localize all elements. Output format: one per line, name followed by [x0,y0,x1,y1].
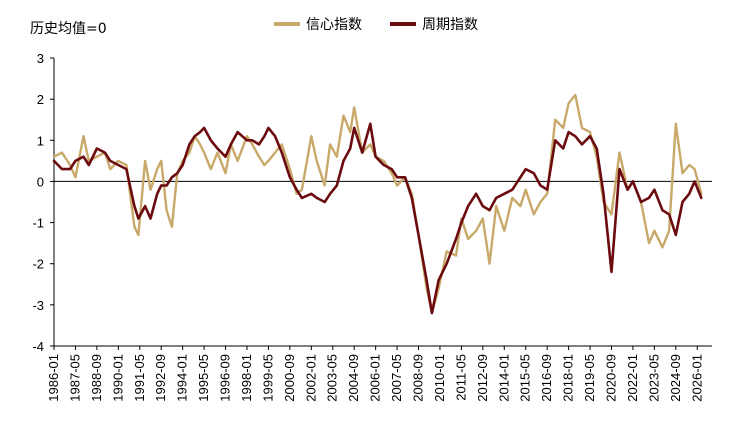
x-tick-label: 2010-01 [432,354,447,402]
x-tick-label: 2026-01 [689,354,704,402]
x-tick-label: 2024-09 [668,354,683,402]
x-tick-label: 1987-05 [67,354,82,402]
x-tick-label: 2007-05 [389,354,404,402]
y-tick-label: 0 [37,174,44,189]
x-tick-label: 1995-05 [196,354,211,402]
y-tick-label: 2 [37,92,44,107]
x-tick-label: 2022-01 [625,354,640,402]
x-tick-label: 2002-01 [303,354,318,402]
x-tick-label: 2023-05 [646,354,661,402]
y-tick-label: -4 [32,339,44,354]
x-tick-label: 1990-01 [110,354,125,402]
series-line-cycle [52,122,703,315]
x-tick-label: 2004-09 [346,354,361,402]
x-tick-label: 1986-01 [46,354,61,402]
x-tick-label: 1998-01 [239,354,254,402]
legend-swatch-confidence [274,22,300,26]
x-tick-label: 2018-01 [561,354,576,402]
x-tick-label: 1991-05 [132,354,147,402]
chart-annotation: 历史均值=0 [30,21,107,37]
x-tick-label: 1996-09 [218,354,233,402]
x-tick-label: 1999-05 [260,354,275,402]
x-tick-label: 2016-09 [539,354,554,402]
y-tick-label: -2 [32,257,44,272]
legend-swatch-cycle [390,22,416,26]
chart-legend: 信心指数 周期指数 [274,14,478,34]
x-tick-label: 2008-09 [411,354,426,402]
legend-item-confidence: 信心指数 [274,14,362,34]
y-tick-label: 3 [37,51,44,66]
y-tick-label: -3 [32,298,44,313]
x-tick-label: 1994-01 [175,354,190,402]
x-tick-label: 2019-05 [582,354,597,402]
x-tick-label: 2012-09 [475,354,490,402]
x-tick-label: 2006-01 [368,354,383,402]
y-tick-label: 1 [37,133,44,148]
x-tick-label: 2000-09 [282,354,297,402]
x-tick-label: 2003-05 [325,354,340,402]
x-tick-label: 1988-09 [89,354,104,402]
y-tick-label: -1 [32,216,44,231]
x-tick-label: 2015-05 [518,354,533,402]
x-tick-label: 2014-01 [496,354,511,402]
x-tick-label: 2020-09 [603,354,618,402]
legend-label-confidence: 信心指数 [306,17,362,33]
legend-label-cycle: 周期指数 [422,17,478,33]
x-tick-label: 2011-05 [453,354,468,401]
legend-item-cycle: 周期指数 [390,14,478,34]
x-tick-label: 1992-09 [153,354,168,402]
